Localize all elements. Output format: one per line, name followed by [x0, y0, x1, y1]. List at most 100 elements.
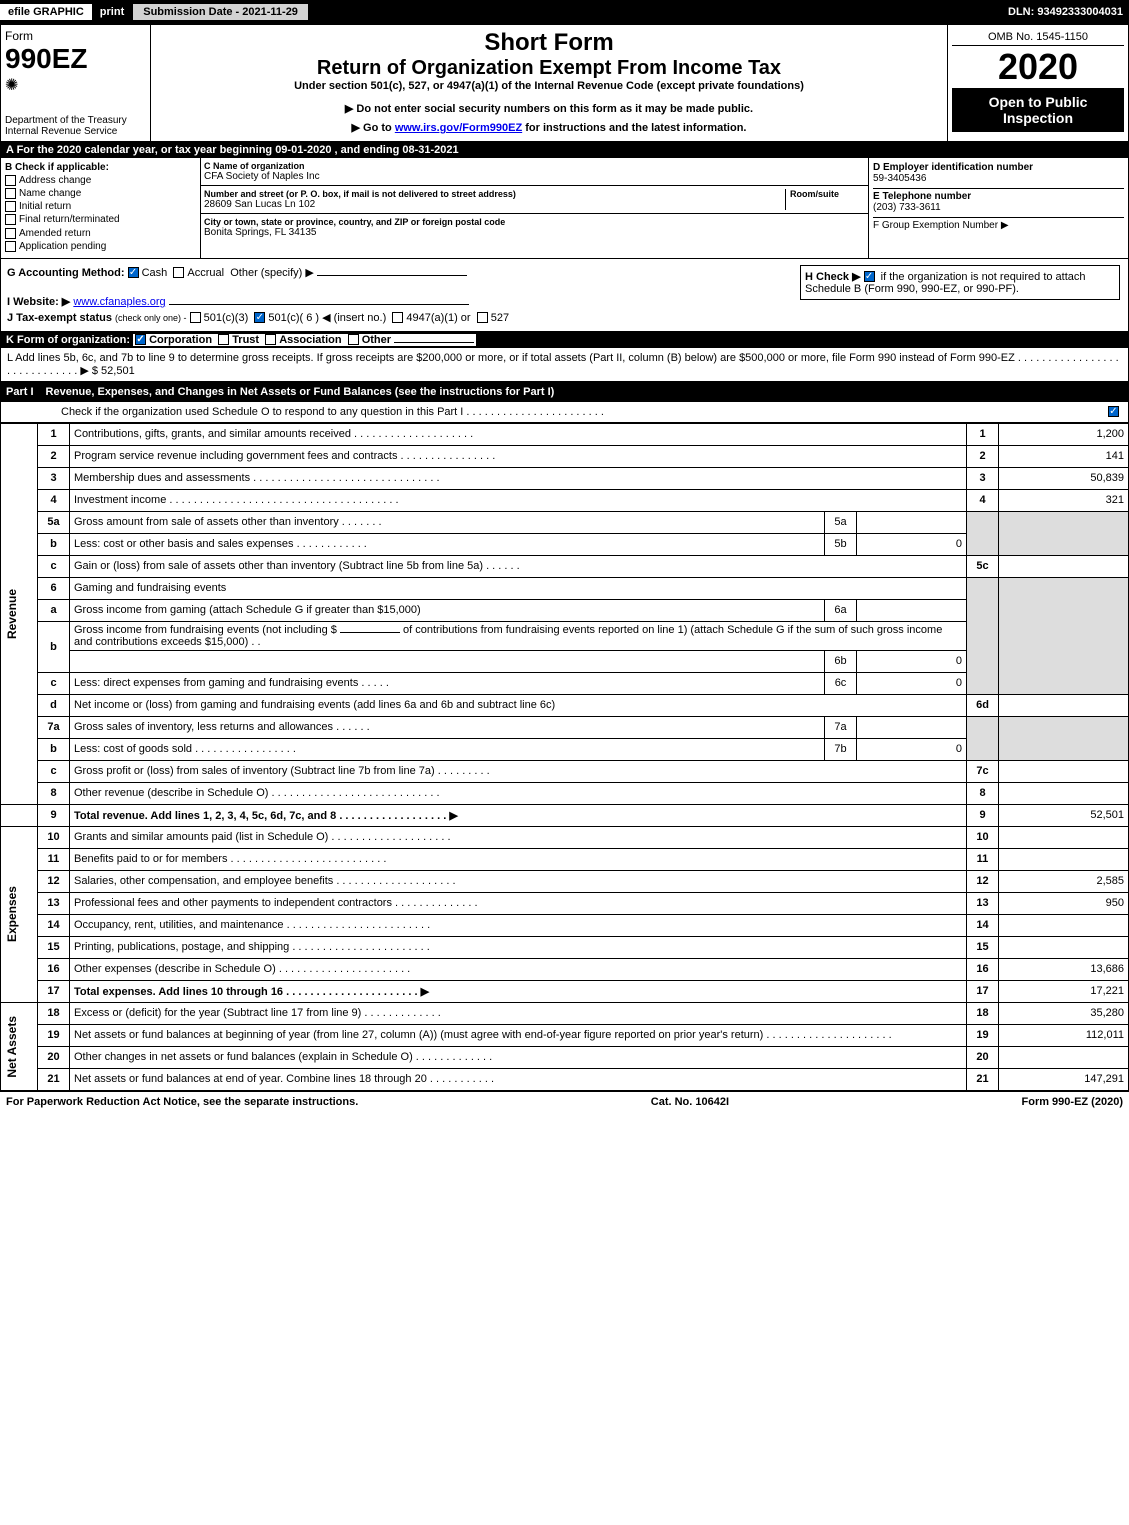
- l9-desc: Total revenue. Add lines 1, 2, 3, 4, 5c,…: [70, 804, 967, 826]
- dln-number: DLN: 93492333004031: [1008, 6, 1129, 18]
- check-initial: Initial return: [19, 201, 71, 212]
- l21-desc: Net assets or fund balances at end of ye…: [70, 1068, 967, 1090]
- l12-amt: 2,585: [999, 870, 1129, 892]
- check-address: Address change: [19, 175, 91, 186]
- l5b-desc: Less: cost or other basis and sales expe…: [70, 533, 825, 555]
- top-bar: efile GRAPHIC print Submission Date - 20…: [0, 0, 1129, 24]
- l6d-amt: [999, 694, 1129, 716]
- k-label: K Form of organization:: [6, 334, 130, 346]
- l14-num: 14: [38, 914, 70, 936]
- section-c: C Name of organization CFA Society of Na…: [201, 158, 868, 258]
- part1-desc: Revenue, Expenses, and Changes in Net As…: [46, 386, 555, 398]
- l1-desc: Contributions, gifts, grants, and simila…: [70, 423, 967, 445]
- l9-num: 9: [38, 804, 70, 826]
- l6b-desc1: Gross income from fundraising events (no…: [70, 621, 967, 650]
- l4-rnum: 4: [967, 489, 999, 511]
- l4-amt: 321: [999, 489, 1129, 511]
- open-public: Open to Public Inspection: [952, 88, 1124, 132]
- phone-val: (203) 733-3611: [873, 202, 941, 213]
- l2-desc: Program service revenue including govern…: [70, 445, 967, 467]
- check-name: Name change: [19, 188, 81, 199]
- website-link[interactable]: www.cfanaples.org: [73, 296, 165, 308]
- l14-amt: [999, 914, 1129, 936]
- l6a-num: a: [38, 599, 70, 621]
- k-assoc: Association: [279, 334, 341, 346]
- l6b-sv: 0: [857, 650, 967, 672]
- l17-amt: 17,221: [999, 980, 1129, 1002]
- l7c-desc: Gross profit or (loss) from sales of inv…: [70, 760, 967, 782]
- l1-num: 1: [38, 423, 70, 445]
- ssn-warning: ▶ Do not enter social security numbers o…: [155, 102, 943, 115]
- l6c-num: c: [38, 672, 70, 694]
- l6d-rn: 6d: [967, 694, 999, 716]
- l17-rn: 17: [967, 980, 999, 1002]
- l6b-num: b: [38, 621, 70, 672]
- under-section: Under section 501(c), 527, or 4947(a)(1)…: [155, 80, 943, 92]
- l3-rnum: 3: [967, 467, 999, 489]
- l7a-desc: Gross sales of inventory, less returns a…: [70, 716, 825, 738]
- l12-rn: 12: [967, 870, 999, 892]
- l6d-desc: Net income or (loss) from gaming and fun…: [70, 694, 967, 716]
- l13-amt: 950: [999, 892, 1129, 914]
- l7a-sn: 7a: [825, 716, 857, 738]
- l3-num: 3: [38, 467, 70, 489]
- return-title: Return of Organization Exempt From Incom…: [155, 57, 943, 80]
- band-k: K Form of organization: ✓Corporation Tru…: [0, 332, 1129, 348]
- g-label: G Accounting Method:: [7, 267, 125, 279]
- l19-desc: Net assets or fund balances at beginning…: [70, 1024, 967, 1046]
- l15-rn: 15: [967, 936, 999, 958]
- l21-rn: 21: [967, 1068, 999, 1090]
- print-link[interactable]: print: [92, 6, 132, 18]
- irs-label: Internal Revenue Service: [5, 126, 146, 137]
- city-label: City or town, state or province, country…: [204, 217, 865, 227]
- g-cash: Cash: [142, 267, 168, 279]
- l16-rn: 16: [967, 958, 999, 980]
- addr-label: Number and street (or P. O. box, if mail…: [204, 189, 785, 199]
- l18-desc: Excess or (deficit) for the year (Subtra…: [70, 1002, 967, 1024]
- l19-rn: 19: [967, 1024, 999, 1046]
- l8-rn: 8: [967, 782, 999, 804]
- l6a-desc: Gross income from gaming (attach Schedul…: [70, 599, 825, 621]
- l15-num: 15: [38, 936, 70, 958]
- form-number: 990EZ: [5, 43, 146, 75]
- l13-desc: Professional fees and other payments to …: [70, 892, 967, 914]
- j-501c3: 501(c)(3): [204, 312, 249, 324]
- l6-desc: Gaming and fundraising events: [70, 577, 967, 599]
- l11-amt: [999, 848, 1129, 870]
- l4-num: 4: [38, 489, 70, 511]
- l6d-num: d: [38, 694, 70, 716]
- section-abcdef: B Check if applicable: Address change Na…: [0, 158, 1129, 259]
- i-label: I Website: ▶: [7, 296, 70, 308]
- j-sub: (check only one) -: [115, 313, 187, 323]
- l7b-desc: Less: cost of goods sold . . . . . . . .…: [70, 738, 825, 760]
- footer: For Paperwork Reduction Act Notice, see …: [0, 1091, 1129, 1112]
- dept-label: Department of the Treasury: [5, 115, 146, 126]
- check-final: Final return/terminated: [19, 215, 120, 226]
- l12-desc: Salaries, other compensation, and employ…: [70, 870, 967, 892]
- omb-number: OMB No. 1545-1150: [952, 29, 1124, 46]
- footer-mid: Cat. No. 10642I: [651, 1096, 729, 1108]
- l13-rn: 13: [967, 892, 999, 914]
- section-b: B Check if applicable: Address change Na…: [1, 158, 201, 258]
- l21-num: 21: [38, 1068, 70, 1090]
- j-4947: 4947(a)(1) or: [406, 312, 470, 324]
- goto-post: for instructions and the latest informat…: [522, 122, 746, 134]
- room-label: Room/suite: [790, 189, 865, 199]
- l14-desc: Occupancy, rent, utilities, and maintena…: [70, 914, 967, 936]
- l10-num: 10: [38, 826, 70, 848]
- l12-num: 12: [38, 870, 70, 892]
- d-label: D Employer identification number: [873, 162, 1033, 173]
- l19-amt: 112,011: [999, 1024, 1129, 1046]
- band-a: A For the 2020 calendar year, or tax yea…: [0, 142, 1129, 158]
- l7b-num: b: [38, 738, 70, 760]
- l1-amt: 1,200: [999, 423, 1129, 445]
- j-527: 527: [491, 312, 509, 324]
- l14-rn: 14: [967, 914, 999, 936]
- l15-desc: Printing, publications, postage, and shi…: [70, 936, 967, 958]
- irs-link[interactable]: www.irs.gov/Form990EZ: [395, 122, 522, 134]
- check-pending: Application pending: [19, 241, 106, 252]
- submission-date: Submission Date - 2021-11-29: [132, 3, 309, 21]
- l11-rn: 11: [967, 848, 999, 870]
- l5b-num: b: [38, 533, 70, 555]
- l9-amt: 52,501: [999, 804, 1129, 826]
